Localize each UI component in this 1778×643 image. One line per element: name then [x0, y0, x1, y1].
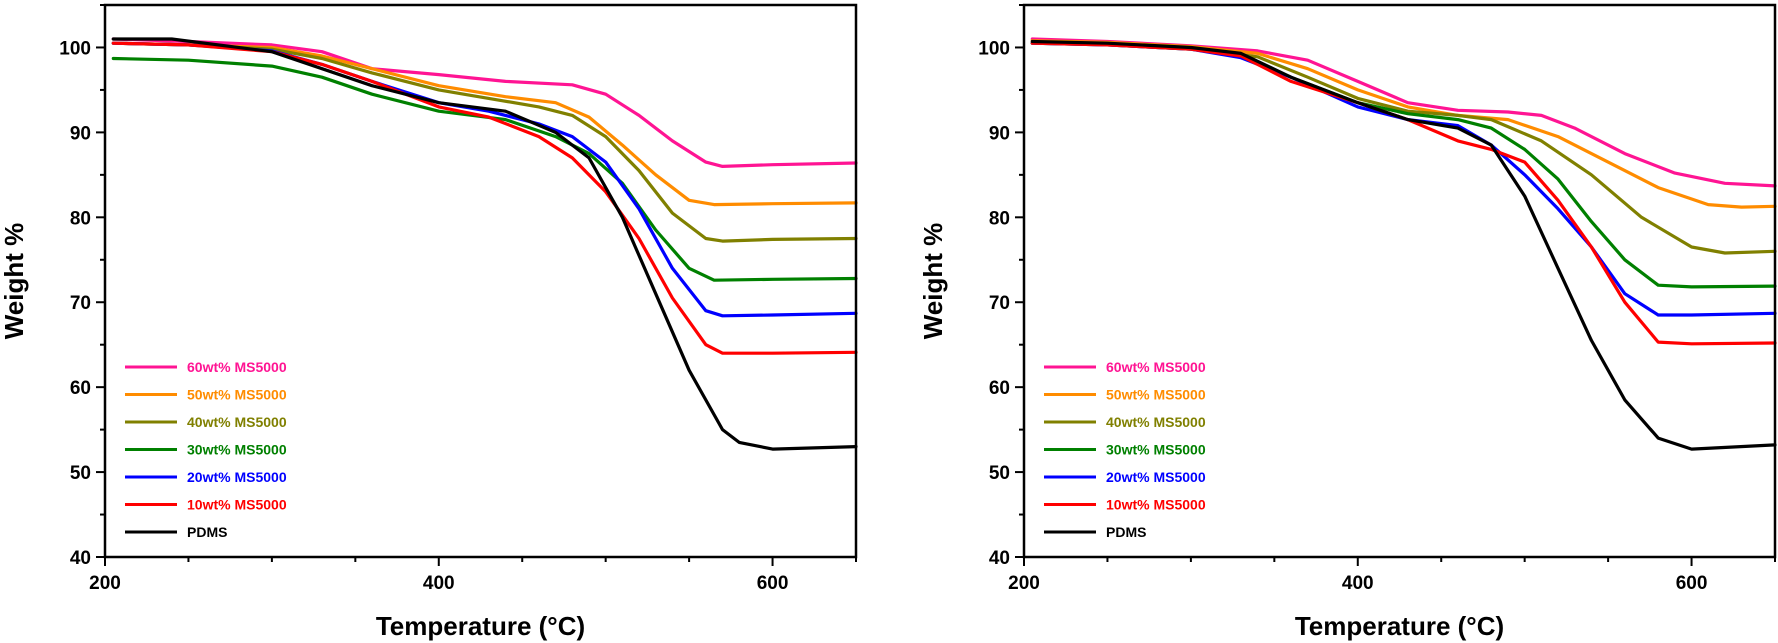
chart1-y-tick-label: 80	[70, 208, 91, 229]
chart2-y-tick-label: 80	[989, 208, 1010, 229]
chart2-y-axis-title: Weight %	[918, 223, 948, 340]
chart2-series-line-5	[1032, 43, 1775, 315]
chart1-legend-label-3: 40wt% MS5000	[187, 414, 287, 430]
chart1-x-tick-label: 400	[423, 573, 455, 594]
chart2-series-line-4	[1032, 43, 1775, 287]
chart1-legend-label-5: 20wt% MS5000	[187, 469, 287, 485]
chart1-y-axis-title: Weight %	[0, 223, 29, 340]
chart1-series-line-2	[113, 43, 856, 204]
chart1-y-tick-label: 90	[70, 123, 91, 144]
chart1-legend-label-1: 60wt% MS5000	[187, 359, 287, 375]
chart2-y-tick-label: 90	[989, 123, 1010, 144]
chart2-series-line-3	[1032, 43, 1775, 253]
chart2-legend-label-6: 10wt% MS5000	[1106, 497, 1206, 513]
chart2-legend-label-4: 30wt% MS5000	[1106, 442, 1206, 458]
chart1-series-line-6	[113, 43, 856, 353]
chart2-y-tick-label: 50	[989, 463, 1010, 484]
chart2-y-tick-label: 70	[989, 293, 1010, 314]
chart2-legend-label-7: PDMS	[1106, 524, 1146, 540]
chart2-legend: 60wt% MS5000 50wt% MS5000 40wt% MS5000 30wt…	[1044, 359, 1206, 540]
chart1-x-tick-label: 600	[757, 573, 789, 594]
chart1-legend-label-7: PDMS	[187, 524, 227, 540]
chart2-series-line-2	[1032, 41, 1775, 207]
chart1-plot: 200 400 600 40 50 60 70 80 90 100 Temperature (°C)…	[0, 5, 856, 641]
chart2-x-axis-title: Temperature (°C)	[1295, 611, 1504, 641]
chart2-x-tick-label: 200	[1008, 573, 1040, 594]
chart2-y-tick-label: 60	[989, 378, 1010, 399]
chart2-legend-label-5: 20wt% MS5000	[1106, 469, 1206, 485]
chart1-legend-label-6: 10wt% MS5000	[187, 497, 287, 513]
chart1-series-line-5	[113, 43, 856, 316]
chart1-y-tick-label: 70	[70, 293, 91, 314]
chart2-legend-label-3: 40wt% MS5000	[1106, 414, 1206, 430]
chart2-y-tick-label: 100	[978, 38, 1010, 59]
chart1-x-tick-label: 200	[89, 573, 121, 594]
chart2-plot: 200 400 600 40 50 60 70 80 90 100 Temperature (°C)…	[918, 5, 1775, 641]
chart2-series-line-6	[1032, 43, 1775, 344]
chart2-legend-label-2: 50wt% MS5000	[1106, 387, 1206, 403]
chart1-y-tick-label: 60	[70, 378, 91, 399]
chart2-x-tick-label: 400	[1342, 573, 1374, 594]
chart2-legend-label-1: 60wt% MS5000	[1106, 359, 1206, 375]
chart1-legend: 60wt% MS5000 50wt% MS5000 40wt% MS5000 30wt…	[125, 359, 287, 540]
chart1-legend-label-4: 30wt% MS5000	[187, 442, 287, 458]
chart2-y-tick-label: 40	[989, 548, 1010, 569]
figure: 200 400 600 40 50 60 70 80 90 100 Temperature (°C)…	[0, 0, 1778, 643]
chart1-legend-label-2: 50wt% MS5000	[187, 387, 287, 403]
chart1-series-line-3	[113, 43, 856, 241]
chart1-series-line-1	[113, 39, 856, 166]
chart1-x-axis-title: Temperature (°C)	[376, 611, 585, 641]
chart1-y-tick-label: 40	[70, 548, 91, 569]
chart1-y-tick-label: 50	[70, 463, 91, 484]
chart2-x-tick-label: 600	[1676, 573, 1708, 594]
chart1-y-tick-label: 100	[59, 38, 91, 59]
